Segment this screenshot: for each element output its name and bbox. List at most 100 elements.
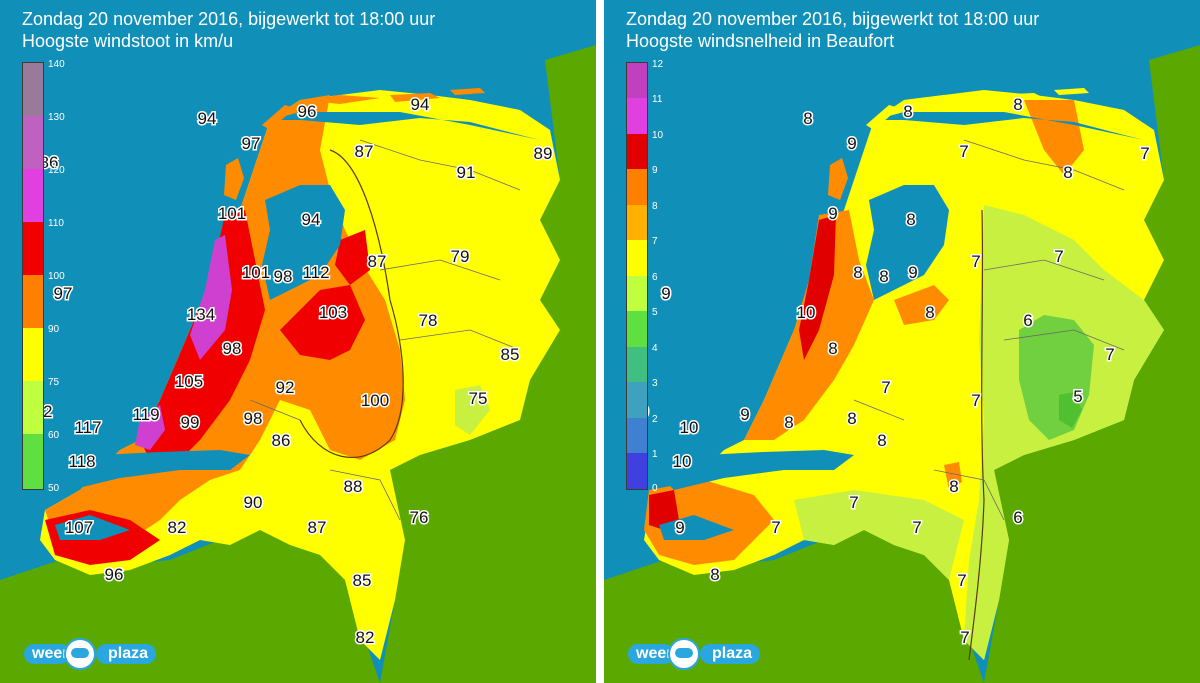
station-value: 7 xyxy=(960,628,969,647)
magenta-zone-south xyxy=(135,405,165,450)
station-value: 87 xyxy=(368,252,387,271)
station-value: 7 xyxy=(881,378,890,397)
station-value: 8 xyxy=(906,210,915,229)
station-value: 87 xyxy=(308,518,327,537)
station-value: 10 xyxy=(673,452,692,471)
orange-zone-east xyxy=(944,462,962,490)
belgium-land xyxy=(604,520,984,683)
station-value: 94 xyxy=(198,109,217,128)
map-date-title: Zondag 20 november 2016, bijgewerkt tot … xyxy=(22,9,436,29)
beaufort-map: 8 8 8 9 7 7 8 9 8 8 9 8 7 7 9 10 8 6 7 8… xyxy=(604,0,1200,683)
station-value: 96 xyxy=(105,565,124,584)
station-value: 97 xyxy=(242,134,261,153)
river-delta xyxy=(654,450,854,490)
station-value: 119 xyxy=(132,405,159,424)
station-value: 7 xyxy=(771,518,780,537)
lightgreen-zone xyxy=(455,385,490,435)
terschelling-island xyxy=(904,95,984,104)
station-value: 76 xyxy=(410,508,429,527)
station-value: 96 xyxy=(298,102,317,121)
ameland-island xyxy=(994,93,1044,102)
legend-swatch xyxy=(23,275,43,328)
legend-swatch xyxy=(627,276,647,311)
map-subtitle: Hoogste windsnelheid in Beaufort xyxy=(626,31,895,51)
vlieland-island xyxy=(262,105,295,130)
legend-swatch xyxy=(23,169,43,222)
station-value: 92 xyxy=(276,378,295,397)
station-value: 9 xyxy=(908,263,917,282)
station-value: 7 xyxy=(849,493,858,512)
legend-swatch xyxy=(627,98,647,134)
legend-swatch xyxy=(627,240,647,276)
station-value: 82 xyxy=(168,518,187,537)
station-value: 103 xyxy=(319,303,347,322)
legend-tick: 6 xyxy=(652,272,658,283)
province-borders xyxy=(853,139,1125,521)
station-value: 89 xyxy=(534,144,553,163)
legend-tick: 110 xyxy=(48,218,64,229)
map-subtitle: Hoogste windstoot in km/u xyxy=(22,31,234,51)
station-value: 88 xyxy=(344,477,363,496)
station-value: 8 xyxy=(803,109,812,128)
station-value: 85 xyxy=(501,345,520,364)
legend-tick: 10 xyxy=(652,130,664,141)
station-value: 8 xyxy=(925,303,934,322)
orange-zone-flevoland xyxy=(894,285,949,325)
station-value: 79 xyxy=(451,247,470,266)
gust-map: 94 96 94 97 87 91 89 101 94 101 98 112 8… xyxy=(0,0,596,683)
legend-tick: 4 xyxy=(652,343,658,354)
station-value: 117 xyxy=(74,418,101,437)
station-value: 82 xyxy=(356,628,375,647)
legend-tick: 50 xyxy=(48,483,60,494)
station-value: 7 xyxy=(957,571,966,590)
schiermonnikoog-island xyxy=(1054,88,1089,95)
station-value: 134 xyxy=(187,305,215,324)
ameland-island xyxy=(390,93,440,102)
station-value: 94 xyxy=(302,210,321,229)
magenta-zone xyxy=(190,235,232,360)
ijsselmeer xyxy=(866,185,949,300)
station-value: 9 xyxy=(675,518,684,537)
station-value: 98 xyxy=(274,267,293,286)
terschelling-island xyxy=(300,95,380,104)
wadden-sea xyxy=(270,112,540,140)
schiermonnikoog-island xyxy=(450,88,485,95)
station-value: 7 xyxy=(912,518,921,537)
station-value: 7 xyxy=(959,142,968,161)
cloud-icon xyxy=(64,638,96,670)
legend-tick: 75 xyxy=(48,377,60,388)
station-value: 6 xyxy=(1013,508,1022,527)
station-value: 75 xyxy=(469,389,488,408)
gust-map-panel: 94 96 94 97 87 91 89 101 94 101 98 112 8… xyxy=(0,0,596,683)
station-value: 8 xyxy=(949,477,958,496)
station-value: 8 xyxy=(853,263,862,282)
map-date-title: Zondag 20 november 2016, bijgewerkt tot … xyxy=(626,9,1040,29)
texel-island xyxy=(224,158,244,200)
station-value: 8 xyxy=(877,431,886,450)
germany-land xyxy=(380,45,596,683)
legend-tick: 90 xyxy=(48,324,60,335)
station-value: 8 xyxy=(828,339,837,358)
station-value: 90 xyxy=(244,493,263,512)
logo-word-right: plaza xyxy=(96,644,156,664)
cloud-icon xyxy=(668,638,700,670)
legend-swatch xyxy=(23,381,43,434)
isoline xyxy=(968,209,985,661)
legend-tick: 100 xyxy=(48,271,65,282)
legend-swatch xyxy=(627,169,647,205)
station-value: 100 xyxy=(361,391,389,410)
legend-swatch xyxy=(627,134,647,169)
legend-swatch xyxy=(23,116,43,169)
station-value: 118 xyxy=(68,452,95,471)
color-legend xyxy=(626,62,648,490)
legend-tick: 140 xyxy=(48,59,65,70)
beaufort-map-panel: 8 8 8 9 7 7 8 9 8 8 9 8 7 7 9 10 8 6 7 8… xyxy=(604,0,1200,683)
station-value: 78 xyxy=(419,311,438,330)
color-legend xyxy=(22,62,44,490)
logo-word-left: weer xyxy=(628,644,674,664)
legend-tick: 120 xyxy=(48,165,65,176)
red-zone-flevoland xyxy=(280,285,365,360)
legend-swatch xyxy=(627,453,647,489)
legend-tick: 12 xyxy=(652,59,664,70)
